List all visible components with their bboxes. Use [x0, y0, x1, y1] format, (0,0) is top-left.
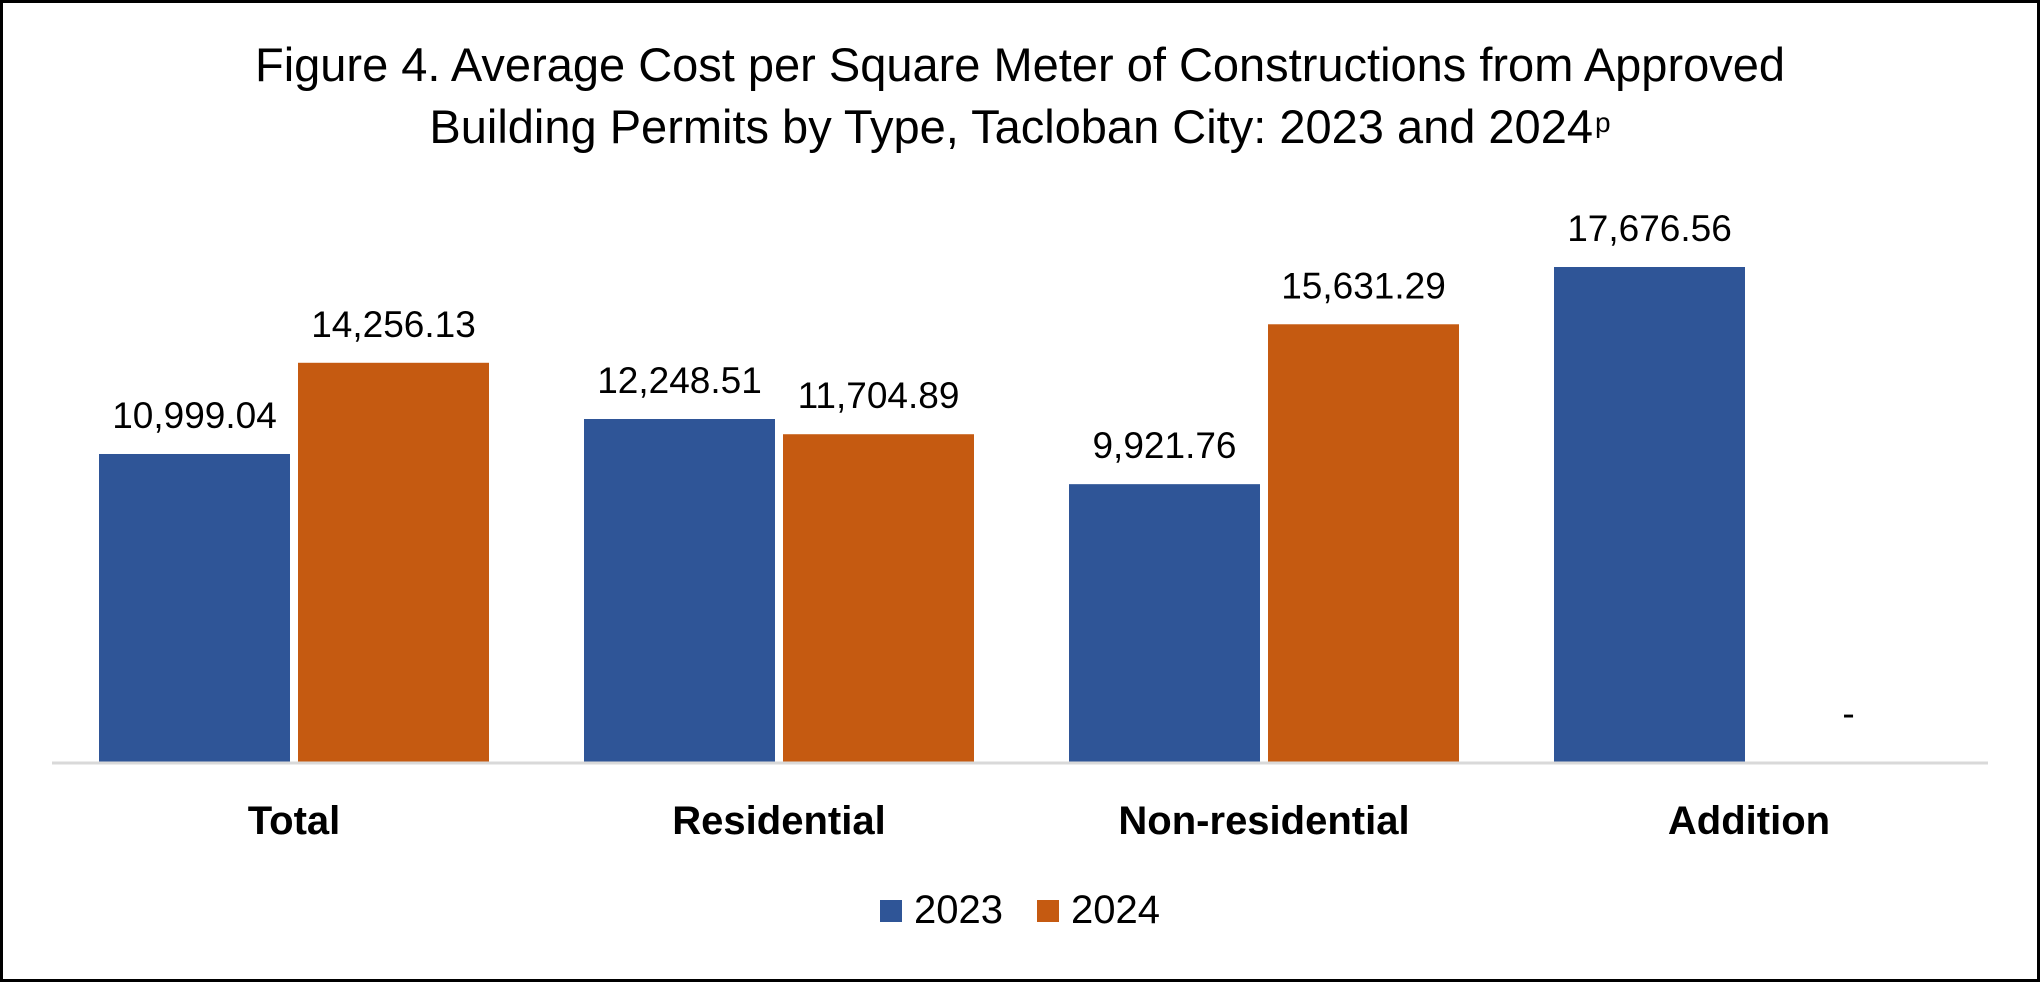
data-label-non-residential-2024: 15,631.29 — [1281, 265, 1446, 306]
data-label-addition-2023: 17,676.56 — [1567, 208, 1732, 249]
bars-group — [99, 267, 1745, 762]
category-label-total: Total — [248, 799, 341, 843]
legend-item-2024: 2024 — [1037, 888, 1160, 933]
legend-swatch-2024 — [1037, 899, 1059, 922]
data-label-residential-2023: 12,248.51 — [597, 360, 762, 401]
chart-title-line-1: Figure 4. Average Cost per Square Meter … — [254, 38, 1786, 91]
data-label-residential-2024: 11,704.89 — [798, 375, 960, 416]
category-label-addition: Addition — [1668, 799, 1830, 843]
bar-non-residential-2023 — [1069, 484, 1260, 762]
chart-title: Figure 4. Average Cost per Square Meter … — [0, 34, 2040, 158]
category-label-non-residential: Non-residential — [1118, 799, 1409, 843]
bar-total-2023 — [99, 453, 290, 762]
data-label-total-2024: 14,256.13 — [311, 304, 476, 345]
legend-label-2023: 2023 — [914, 888, 1003, 932]
bar-residential-2023 — [584, 419, 775, 762]
data-labels-group: 10,999.04 14,256.13 12,248.51 11,704.89 9,92… — [112, 208, 1854, 734]
chart-title-line-2: Building Permits by Type, Tacloban City:… — [0, 96, 2040, 158]
data-label-total-2023: 10,999.04 — [112, 395, 277, 436]
data-label-addition-2024: - — [1842, 693, 1854, 734]
data-label-non-residential-2023: 9,921.76 — [1092, 425, 1236, 466]
legend-label-2024: 2024 — [1071, 888, 1160, 932]
bar-addition-2023 — [1554, 267, 1745, 762]
legend-item-2023: 2023 — [880, 888, 1003, 933]
legend: 2023 2024 — [0, 888, 2040, 933]
category-label-residential: Residential — [672, 799, 885, 843]
chart-title-superscript: p — [1594, 107, 1611, 138]
bar-total-2024 — [298, 362, 489, 762]
bar-residential-2024 — [783, 434, 974, 762]
bar-non-residential-2024 — [1268, 324, 1459, 762]
legend-swatch-2023 — [880, 899, 903, 922]
chart-title-line-2-text: Building Permits by Type, Tacloban City:… — [429, 100, 1593, 153]
category-labels-group: Total Residential Non-residential Addition — [248, 799, 1830, 843]
